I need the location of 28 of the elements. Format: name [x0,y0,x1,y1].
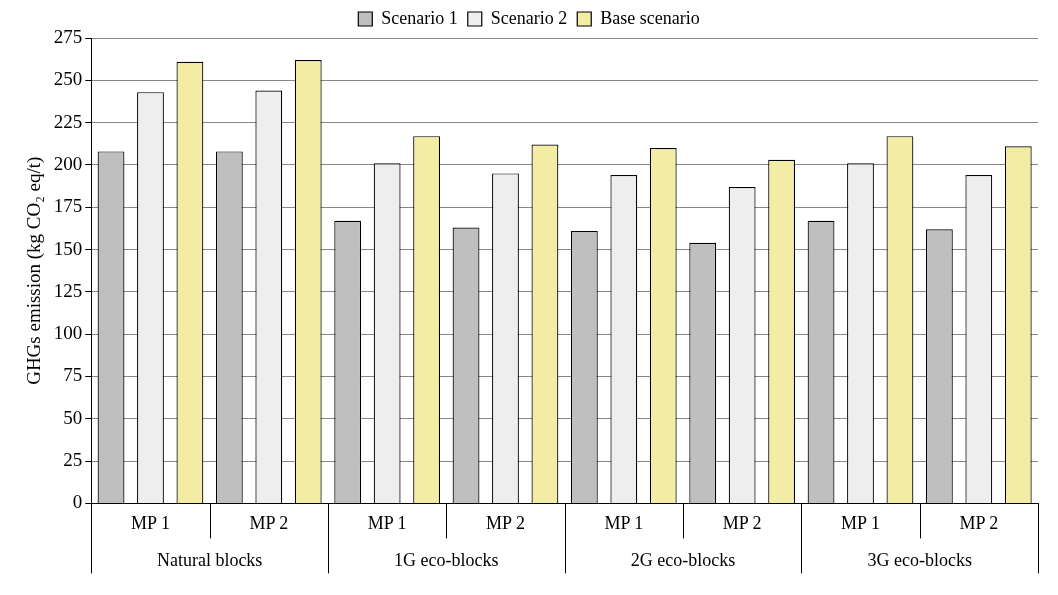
y-tick-label: 125 [53,279,83,301]
text: 2G eco-blocks [630,550,736,571]
y-tick-label: 150 [53,237,83,259]
x-tick-label: MP 1 [841,512,880,533]
y-tick-label: 0 [72,491,83,513]
text: 1G eco-blocks [394,550,499,571]
text: Natural blocks [156,550,263,571]
x-tick-label: MP 2 [959,512,999,533]
y-tick-label: 175 [53,195,83,217]
y-tick-label: 200 [53,152,83,174]
y-axis-title: GHGs emission (kg CO₂ eq/t) [23,156,46,385]
text: 3G eco-blocks [867,550,972,571]
y-tick-label: 100 [53,322,83,344]
y-tick-label: 225 [53,110,83,132]
x-tick-label: MP 1 [131,512,170,533]
x-tick-label: MP 2 [486,512,525,533]
x-tick-label: MP 1 [604,512,644,533]
y-tick-label: 25 [63,449,83,471]
y-tick-label: 75 [63,364,83,386]
x-tick-label: MP 1 [367,512,407,533]
x-tick-label: MP 2 [722,512,762,533]
x-tick-label: MP 2 [249,512,289,533]
y-tick-label: 275 [53,25,83,47]
y-tick-label: 50 [63,406,83,428]
y-tick-label: 250 [53,68,83,90]
legend-label: Scenario 2 [490,7,568,28]
legend-label: Scenario 1 [381,7,458,28]
legend-label: Base scenario [600,7,700,28]
